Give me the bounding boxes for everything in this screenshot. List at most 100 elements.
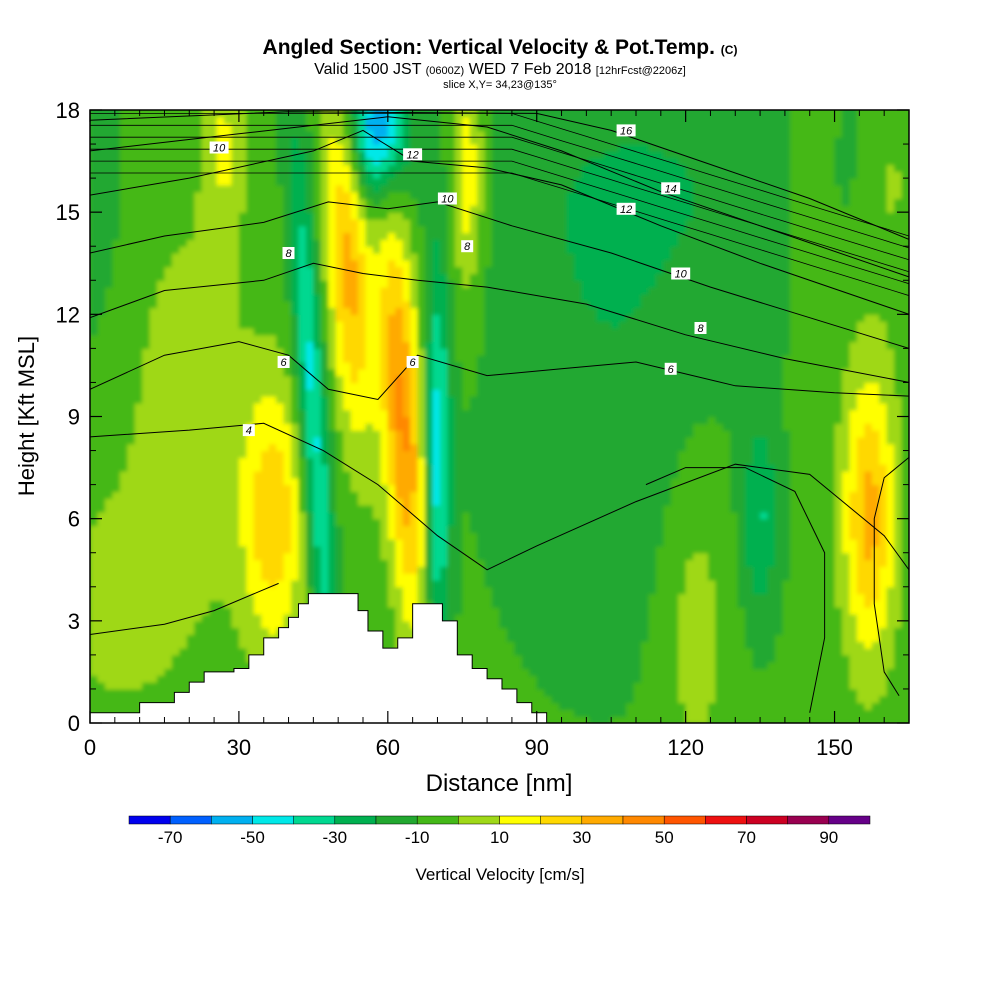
field-cell (425, 593, 434, 601)
field-cell (261, 532, 270, 540)
field-cell (90, 239, 99, 247)
field-cell (298, 218, 307, 227)
field-cell (164, 457, 173, 465)
field-cell (149, 695, 158, 704)
field-cell (238, 314, 247, 322)
field-cell (343, 341, 352, 349)
field-cell (328, 164, 337, 172)
field-cell (157, 559, 166, 567)
field-cell (216, 600, 225, 608)
field-cell (291, 273, 300, 281)
field-cell (447, 368, 456, 377)
field-cell (462, 436, 471, 445)
field-cell (261, 443, 270, 452)
field-cell (276, 253, 285, 261)
field-cell (320, 573, 329, 581)
field-cell (462, 116, 471, 125)
field-cell (246, 648, 255, 656)
field-cell (477, 552, 486, 561)
field-cell (104, 627, 113, 636)
field-cell (149, 525, 158, 533)
field-cell (387, 225, 396, 234)
field-cell (104, 191, 113, 200)
field-cell (402, 464, 411, 472)
field-cell (365, 579, 374, 588)
field-cell (298, 123, 307, 132)
field-cell (194, 232, 203, 241)
field-cell (253, 627, 262, 636)
field-cell (328, 450, 337, 458)
field-cell (149, 614, 158, 622)
field-cell (469, 287, 478, 295)
field-cell (291, 382, 300, 390)
field-cell (90, 620, 99, 629)
field-cell (90, 355, 99, 363)
field-cell (365, 586, 374, 595)
field-cell (365, 389, 374, 397)
field-cell (194, 253, 203, 261)
field-cell (313, 464, 322, 472)
field-cell (149, 559, 158, 567)
field-cell (335, 225, 344, 234)
field-cell (253, 184, 262, 193)
field-cell (142, 402, 151, 411)
field-cell (238, 212, 247, 220)
field-cell (127, 518, 136, 527)
field-cell (365, 327, 374, 336)
field-cell (447, 212, 456, 220)
field-cell (380, 137, 389, 145)
field-cell (216, 300, 225, 309)
field-cell (439, 123, 448, 132)
field-cell (477, 171, 486, 179)
field-cell (119, 368, 128, 377)
field-cell (425, 396, 434, 404)
field-cell (410, 566, 419, 574)
field-cell (238, 620, 247, 629)
field-cell (112, 232, 121, 241)
field-cell (194, 464, 203, 472)
field-cell (469, 593, 478, 601)
field-cell (350, 341, 359, 349)
field-cell (186, 348, 195, 356)
field-cell (387, 586, 396, 595)
field-cell (358, 293, 367, 302)
field-cell (157, 586, 166, 595)
field-cell (298, 198, 307, 206)
field-cell (402, 273, 411, 281)
field-cell (439, 443, 448, 452)
field-cell (447, 164, 456, 172)
field-cell (253, 327, 262, 336)
field-cell (268, 470, 277, 479)
field-cell (358, 443, 367, 452)
field-cell (194, 423, 203, 431)
field-cell (410, 552, 419, 561)
field-cell (216, 498, 225, 506)
field-cell (387, 116, 396, 125)
field-cell (164, 198, 173, 206)
field-cell (425, 164, 434, 172)
field-cell (320, 477, 329, 486)
field-cell (335, 409, 344, 418)
field-cell (395, 348, 404, 356)
field-cell (462, 307, 471, 315)
field-cell (395, 321, 404, 329)
field-cell (231, 314, 240, 322)
field-cell (246, 382, 255, 390)
field-cell (112, 218, 121, 227)
field-cell (112, 430, 121, 438)
field-cell (268, 566, 277, 574)
field-cell (343, 443, 352, 452)
field-cell (134, 212, 143, 220)
field-cell (477, 430, 486, 438)
field-cell (439, 402, 448, 411)
field-cell (469, 191, 478, 200)
field-cell (90, 470, 99, 479)
field-cell (224, 409, 233, 418)
field-cell (142, 205, 151, 213)
field-cell (358, 280, 367, 288)
field-cell (134, 355, 143, 363)
field-cell (410, 443, 419, 452)
field-cell (454, 641, 463, 649)
field-cell (454, 389, 463, 397)
field-cell (305, 362, 314, 370)
